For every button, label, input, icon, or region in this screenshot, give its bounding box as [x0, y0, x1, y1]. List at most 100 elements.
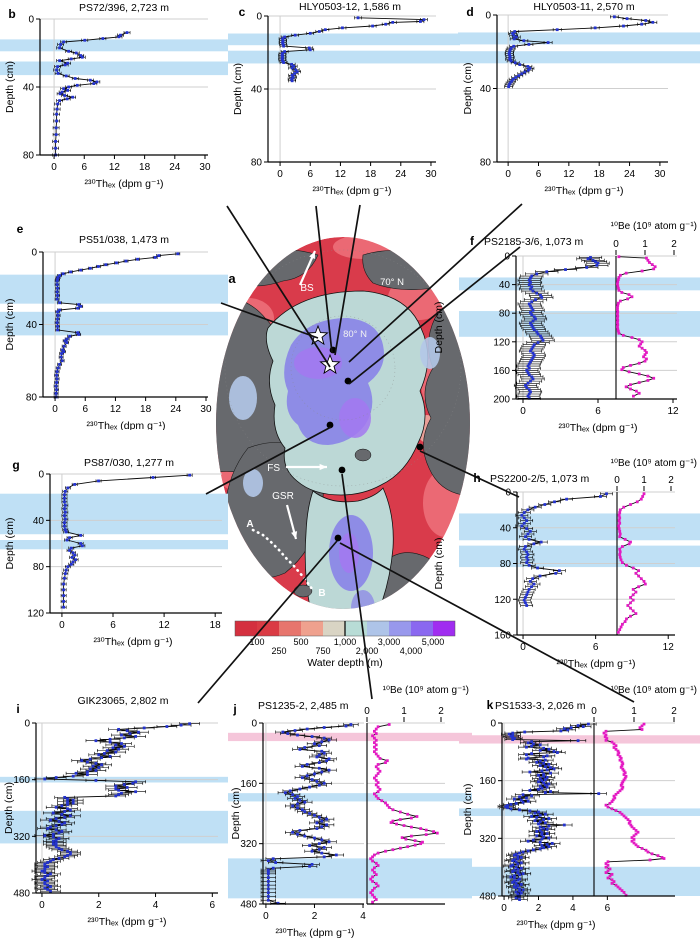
- be-series: [369, 723, 439, 904]
- lat-80-label: 80° N: [343, 329, 367, 340]
- core-site-dot: [416, 443, 424, 451]
- th-series: [31, 722, 200, 893]
- core-site-dot: [326, 421, 334, 429]
- y-tick-label: 40: [480, 84, 492, 95]
- x-tick-label: 30: [199, 162, 211, 173]
- x-axis-label: ²³⁰Thₑₓ (dpm g⁻¹): [87, 420, 166, 430]
- water-depth-scale: 1002505007501,0002,0003,0004,0005,000Wat…: [234, 620, 456, 669]
- x-tick-label: 6: [605, 903, 611, 914]
- be-tick-label: 2: [668, 475, 674, 486]
- panel-i-canvas: 0 2 4 6 0 160 320 480 i GIK23065, 2,802 m ²³⁰Thₑₓ …: [0, 695, 228, 928]
- panel-letter: g: [12, 458, 19, 472]
- be-tick-label: 2: [671, 239, 677, 250]
- y-tick-label: 0: [490, 719, 496, 730]
- y-axis-label: Depth (cm): [4, 299, 16, 351]
- panel-g: 0 6 12 18 0 40 80 120 g PS87/030, 1,277 m ²³⁰Thₑₓ …: [0, 450, 228, 676]
- panel-title: PS2200-2/5, 1,073 m: [490, 473, 589, 485]
- stratigraphy-bands: [228, 732, 472, 899]
- x-tick-label: 6: [81, 162, 87, 173]
- y-tick-label: 40: [251, 85, 263, 96]
- be-axis-label: ¹⁰Be (10⁹ atom g⁻¹): [611, 458, 697, 469]
- y-axis-label: Depth (cm): [433, 538, 445, 590]
- panel-c-canvas: 0 6 12 18 24 30 0 40 80 c HLY0503-12, 1,586 m ²³⁰Th…: [228, 1, 460, 197]
- x-tick-label: 0: [505, 169, 511, 180]
- x-tick-label: 2: [96, 900, 102, 911]
- be-tick-label: 0: [364, 706, 370, 717]
- y-tick-label: 0: [31, 248, 37, 259]
- x-axis-label: ²³⁰Thₑₓ (dpm g⁻¹): [313, 185, 392, 197]
- be-tick-label: 0: [591, 706, 597, 717]
- axes: 0 2 4 6 0 160 320 480: [13, 719, 218, 911]
- y-tick-label: 320: [13, 832, 30, 843]
- be-tick-label: 1: [401, 706, 407, 717]
- y-tick-label: 40: [500, 523, 512, 534]
- panel-c: 0 6 12 18 24 30 0 40 80 c HLY0503-12, 1,586 m ²³⁰Th…: [228, 0, 460, 210]
- gsr-label: GSR: [272, 491, 294, 502]
- y-tick-label: 40: [33, 516, 45, 527]
- gridlines: [43, 251, 208, 398]
- bs-label: BS: [300, 283, 314, 294]
- panel-b: 0 6 12 18 24 30 0 40 80 b PS72/396, 2,723 m ²³⁰Thₑₓ…: [0, 0, 228, 210]
- x-tick-label: 24: [624, 169, 636, 180]
- x-tick-label: 6: [110, 620, 116, 631]
- lat-70-label: 70° N: [380, 277, 404, 288]
- be-tick-label: 0: [614, 475, 620, 486]
- panel-d-canvas: 0 6 12 18 24 30 0 40 80 d HLY0503-11, 2,570 m ²³⁰Th…: [458, 1, 700, 197]
- y-tick-label: 160: [479, 776, 496, 787]
- y-tick-label: 160: [494, 631, 511, 642]
- x-tick-label: 12: [109, 162, 121, 173]
- be-tick-label: 2: [671, 706, 677, 717]
- axes: 0 2 4 6 0 160 320 480 0 1 2: [479, 706, 677, 914]
- panel-letter: h: [473, 471, 480, 485]
- x-tick-label: 6: [82, 404, 88, 415]
- panel-title: PS72/396, 2,723 m: [79, 2, 169, 14]
- x-tick-label: 0: [51, 162, 57, 173]
- x-axis-label: ²³⁰Thₑₓ (dpm g⁻¹): [88, 916, 167, 928]
- core-site-dot: [334, 534, 342, 542]
- y-tick-label: 80: [499, 309, 511, 320]
- y-tick-label: 480: [240, 900, 257, 911]
- panel-d: 0 6 12 18 24 30 0 40 80 d HLY0503-11, 2,570 m ²³⁰Th…: [458, 0, 700, 210]
- y-axis-label: Depth (cm): [4, 61, 16, 113]
- th-series: [513, 255, 610, 400]
- core-site-dot: [338, 466, 346, 474]
- x-axis-label: ²³⁰Thₑₓ (dpm g⁻¹): [545, 185, 624, 197]
- th-series: [60, 473, 193, 609]
- y-tick-label: 320: [240, 839, 257, 850]
- x-axis-label: ²³⁰Thₑₓ (dpm g⁻¹): [557, 658, 636, 670]
- panel-title: PS51/038, 1,473 m: [79, 234, 169, 246]
- axes: 0 6 12 18 24 30 0 40 80: [251, 12, 437, 181]
- scale-tick-label: 500: [293, 637, 308, 647]
- x-tick-label: 4: [360, 911, 366, 922]
- panel-letter: c: [239, 5, 246, 19]
- be-series: [602, 722, 666, 897]
- y-tick-label: 0: [24, 719, 30, 730]
- be-tick-label: 2: [438, 706, 444, 717]
- x-tick-label: 6: [595, 406, 601, 417]
- panel-title: PS87/030, 1,277 m: [84, 457, 174, 469]
- panel-title: GIK23065, 2,802 m: [77, 695, 168, 707]
- y-tick-label: 120: [494, 595, 511, 606]
- panel-letter: k: [487, 698, 494, 712]
- panel-h: 0 6 12 0 40 80 120 160 0 1 2 ¹⁰Be (10⁹ atom g⁻¹) h PS…: [430, 445, 700, 680]
- x-tick-label: 30: [425, 169, 437, 180]
- y-tick-label: 80: [480, 158, 492, 169]
- axes: 0 6 12 18 24 30 0 40 80: [26, 248, 212, 416]
- x-tick-label: 12: [563, 169, 575, 180]
- x-tick-label: 18: [210, 620, 222, 631]
- x-tick-label: 4: [153, 900, 159, 911]
- x-tick-label: 18: [140, 404, 152, 415]
- panel-letter: d: [466, 5, 473, 19]
- stratigraphy-bands: [458, 32, 700, 64]
- gsr-arrow-icon: [285, 504, 298, 540]
- scale-tick-label: 100: [249, 637, 264, 647]
- x-tick-label: 0: [59, 620, 65, 631]
- panel-j: 0 2 4 0 160 320 480 0 1 2 ¹⁰Be (10⁹ atom g⁻¹) j PS12…: [228, 680, 472, 944]
- stratigraphy-bands: [0, 39, 228, 76]
- x-tick-label: 0: [52, 404, 58, 415]
- x-axis-label: ²³⁰Thₑₓ (dpm g⁻¹): [276, 927, 355, 939]
- panel-k-canvas: 0 2 4 6 0 160 320 480 0 1 2 ¹⁰Be (10⁹ atom g⁻¹) k PS1…: [459, 685, 700, 931]
